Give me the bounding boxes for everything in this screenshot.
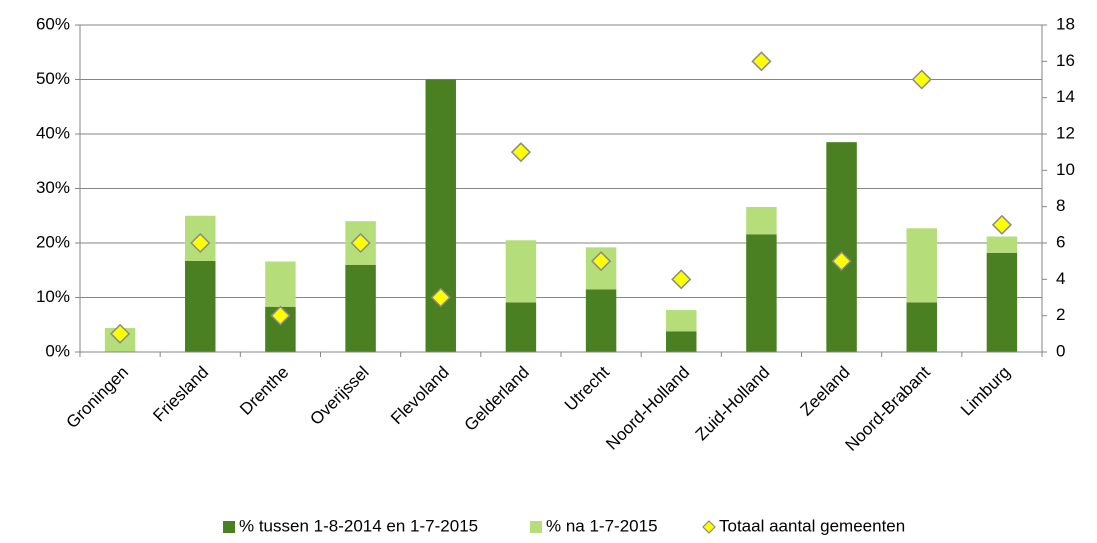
bar [746, 207, 777, 235]
bar [425, 79, 456, 352]
y-tick-label: 20% [36, 232, 70, 251]
y2-tick-label: 2 [1056, 305, 1065, 324]
y2-tick-label: 0 [1056, 341, 1065, 360]
y2-tick-label: 6 [1056, 232, 1065, 251]
bar [505, 302, 537, 352]
legend-label: % na 1-7-2015 [546, 516, 658, 535]
marker [591, 251, 612, 272]
bar [666, 310, 697, 332]
bar [585, 289, 617, 352]
bar [666, 331, 697, 352]
marker [991, 214, 1012, 235]
x-tick-label: Groningen [63, 363, 133, 433]
x-tick-label: Gelderland [461, 363, 533, 435]
bar [505, 240, 537, 303]
y2-tick-label: 18 [1056, 14, 1075, 33]
y-tick-label: 40% [36, 123, 70, 142]
marker [911, 69, 932, 90]
x-tick-label: Overijssel [306, 363, 372, 429]
marker [350, 232, 371, 254]
marker [110, 323, 131, 344]
legend-swatch [702, 520, 716, 534]
bar [826, 142, 857, 352]
legend-label: % tussen 1-8-2014 en 1-7-2015 [239, 516, 478, 535]
x-tick-label: Limburg [957, 363, 1014, 420]
legend-label: Totaal aantal gemeenten [719, 516, 905, 535]
x-tick-label: Noord-Brabant [841, 362, 933, 454]
bar [986, 236, 1018, 253]
marker [270, 305, 291, 326]
y2-tick-label: 12 [1056, 123, 1075, 142]
x-tick-label: Flevoland [387, 363, 453, 429]
bar [345, 264, 376, 352]
marker [831, 251, 852, 272]
marker [190, 232, 211, 254]
bar [906, 228, 937, 303]
y2-tick-label: 4 [1056, 269, 1065, 288]
y2-tick-label: 10 [1056, 160, 1075, 179]
x-tick-label: Utrecht [561, 362, 613, 414]
bar [185, 260, 216, 352]
marker [510, 142, 531, 163]
bar [746, 234, 777, 352]
legend-swatch [530, 521, 542, 533]
y2-tick-label: 16 [1056, 51, 1075, 70]
marker [751, 51, 772, 72]
x-tick-label: Noord-Holland [602, 363, 693, 454]
x-tick-label: Friesland [149, 363, 212, 426]
x-tick-label: Drenthe [236, 363, 292, 419]
y-tick-label: 60% [36, 14, 70, 33]
y-tick-label: 10% [36, 287, 70, 306]
x-tick-label: Zeeland [797, 363, 854, 420]
x-tick-label: Zuid-Holland [692, 363, 774, 445]
bar [265, 261, 296, 307]
legend-swatch [223, 521, 235, 533]
y2-tick-label: 14 [1056, 87, 1075, 106]
y2-tick-label: 8 [1056, 196, 1065, 215]
y-tick-label: 0% [45, 341, 70, 360]
y-tick-label: 50% [36, 69, 70, 88]
y-tick-label: 30% [36, 178, 70, 197]
marker [671, 269, 692, 290]
bar [986, 252, 1018, 352]
bar [906, 302, 937, 352]
marker [430, 287, 451, 308]
